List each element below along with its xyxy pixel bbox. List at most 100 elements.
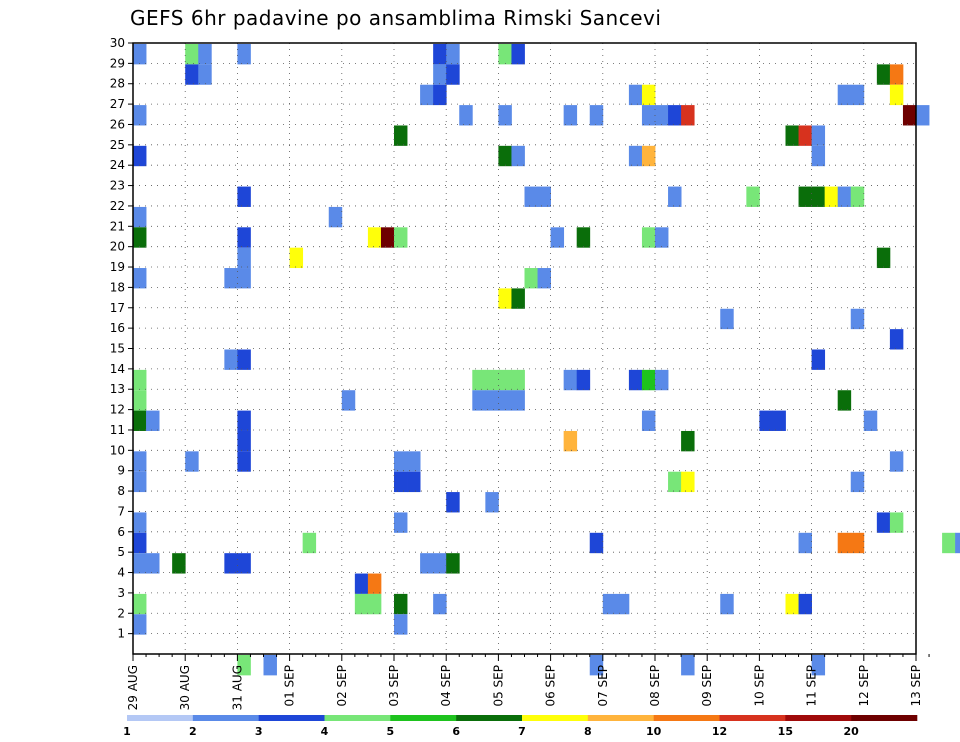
precip-cell	[133, 105, 147, 126]
precip-cell	[641, 227, 656, 248]
precip-cell	[720, 308, 734, 330]
y-tick-label: 5	[117, 545, 125, 559]
y-tick-label: 7	[117, 504, 125, 518]
precip-cell	[394, 593, 408, 615]
x-tick-label: 07 SEP	[596, 665, 610, 707]
precip-cell	[133, 44, 147, 65]
y-tick-label: 17	[110, 301, 125, 315]
y-tick-label: 25	[110, 138, 125, 152]
precip-cell	[433, 84, 447, 106]
precip-cell	[668, 186, 682, 207]
precip-cell	[133, 451, 147, 472]
precip-cell	[837, 390, 852, 411]
y-ticks: 1234567891011121314151617181920212223242…	[110, 36, 133, 641]
y-tick-label: 24	[110, 158, 125, 172]
colorbar-label: 7	[518, 725, 526, 738]
precip-cell	[485, 492, 499, 513]
precip-cell	[511, 390, 525, 411]
precip-cell	[889, 512, 904, 533]
precip-cell	[446, 553, 460, 574]
precip-cell	[420, 84, 434, 106]
y-tick-label: 26	[110, 117, 125, 131]
precip-cell	[641, 410, 656, 431]
precip-cell	[185, 64, 199, 85]
cells-layer	[133, 44, 960, 676]
precip-cell	[133, 268, 147, 289]
colorbar-label: 3	[255, 725, 263, 738]
precip-cell	[224, 268, 238, 289]
precip-cell	[641, 369, 656, 391]
precip-cell	[837, 84, 852, 106]
y-tick-label: 12	[110, 403, 125, 417]
precip-cell	[420, 553, 434, 574]
precip-cell	[681, 430, 695, 452]
precip-cell	[237, 349, 251, 370]
precip-cell	[785, 125, 799, 146]
precip-cell	[498, 390, 512, 411]
x-tick-label: 02 SEP	[335, 665, 349, 707]
colorbar-swatch	[456, 715, 523, 721]
precip-cell	[367, 573, 382, 594]
precip-cell	[916, 105, 930, 126]
colorbar-label: 6	[452, 725, 460, 738]
colorbar-label: 4	[321, 725, 329, 738]
precip-cell	[589, 105, 604, 126]
precip-cell	[576, 227, 591, 248]
precip-cell	[850, 471, 865, 493]
precip-cell	[472, 369, 486, 391]
precip-cell	[407, 471, 421, 493]
colorbar-swatch	[390, 715, 457, 721]
precip-cell	[511, 369, 525, 391]
precip-cell	[511, 288, 525, 309]
precip-cell	[537, 186, 551, 207]
precip-cell	[615, 593, 630, 615]
x-tick-label: 05 SEP	[491, 665, 505, 707]
precip-cell	[237, 186, 251, 207]
y-tick-label: 2	[117, 606, 125, 620]
precip-cell	[511, 44, 525, 65]
y-tick-label: 22	[110, 199, 125, 213]
y-tick-label: 4	[117, 566, 125, 580]
y-tick-label: 13	[110, 382, 125, 396]
y-tick-label: 21	[110, 219, 125, 233]
precip-cell	[524, 268, 538, 289]
precip-cell	[133, 553, 147, 574]
precip-cell	[172, 553, 186, 574]
precip-cell	[655, 227, 669, 248]
precip-cell	[589, 532, 604, 554]
precip-cell	[146, 553, 160, 574]
precip-cell	[576, 369, 591, 391]
precip-cell	[394, 227, 408, 248]
precip-cell	[889, 451, 904, 472]
precip-cell	[354, 593, 369, 615]
precip-cell	[889, 84, 904, 106]
colorbar-swatch	[258, 715, 325, 721]
precip-cell	[850, 186, 865, 207]
precip-cell	[837, 186, 852, 207]
precip-cell	[498, 44, 512, 65]
precip-cell	[876, 512, 891, 533]
precip-cell	[459, 105, 473, 126]
precip-cell	[902, 105, 917, 126]
precip-cell	[237, 268, 251, 289]
precip-cell	[681, 655, 695, 676]
precip-cell	[185, 44, 199, 65]
precip-cell	[498, 288, 512, 309]
y-tick-label: 14	[110, 362, 125, 376]
chart-title: GEFS 6hr padavine po ansamblima Rimski S…	[130, 6, 662, 30]
precip-cell	[394, 614, 408, 635]
y-tick-label: 30	[110, 36, 125, 50]
colorbar-swatch	[192, 715, 259, 721]
y-tick-label: 1	[117, 627, 125, 641]
x-tick-label: 13 SEP	[909, 665, 923, 707]
precip-cell	[628, 145, 643, 167]
precip-cell	[133, 227, 147, 248]
y-tick-label: 20	[110, 240, 125, 254]
precip-cell	[498, 145, 512, 167]
precip-cell	[681, 105, 695, 126]
precip-cell	[133, 206, 147, 228]
precip-cell	[772, 410, 786, 431]
colorbar-swatch	[785, 715, 852, 721]
precip-cell	[367, 227, 382, 248]
